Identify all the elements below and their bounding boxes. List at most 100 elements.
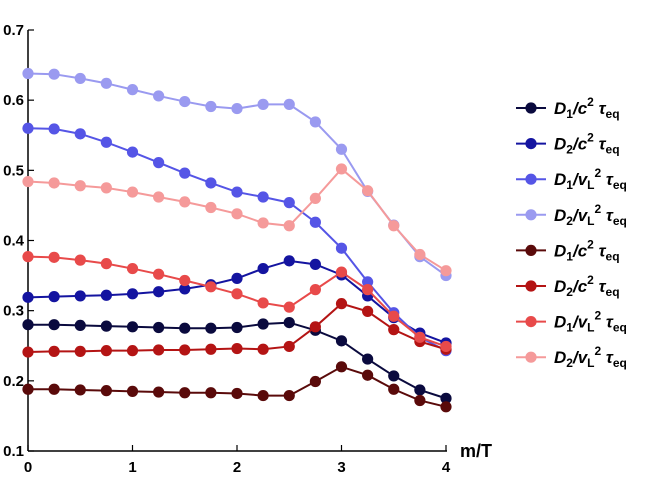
data-point [74, 254, 86, 266]
legend-label-part: eq [606, 249, 620, 263]
legend-marker [525, 351, 537, 363]
data-point [440, 392, 452, 404]
series-2 [22, 255, 452, 349]
legend-label-part: 1 [566, 107, 573, 121]
legend-label-part: 2 [587, 273, 594, 287]
data-point [179, 283, 191, 295]
legend-label-part: 2 [566, 285, 573, 299]
data-point [100, 345, 112, 357]
legend-label-part: D [554, 170, 566, 189]
data-point [126, 84, 139, 96]
data-point [309, 216, 321, 228]
data-point [414, 248, 426, 261]
legend-label-part: 1 [566, 178, 573, 192]
data-point [362, 353, 374, 365]
legend-label-part: D [554, 348, 566, 367]
legend-label-part: L [587, 356, 594, 370]
data-point [205, 281, 217, 293]
y-tick-label: 0.5 [3, 162, 24, 179]
legend-item: D1/c2 τeq [516, 95, 620, 121]
data-point [48, 177, 60, 189]
data-point [335, 242, 348, 254]
legend-marker [525, 316, 537, 328]
legend-label-part: 2 [587, 131, 594, 145]
data-point [257, 343, 269, 355]
data-point [283, 340, 295, 353]
data-point [126, 146, 139, 158]
data-point [205, 201, 217, 214]
data-point [126, 186, 139, 198]
data-point [283, 301, 295, 313]
data-point [335, 163, 348, 175]
x-tick-label: 1 [128, 459, 136, 476]
legend-label-part: 1 [566, 321, 573, 335]
data-point [100, 182, 112, 194]
data-point [22, 319, 34, 331]
data-point [283, 255, 295, 267]
y-tick-label: 0.3 [3, 303, 24, 320]
legend-label-part: 2 [595, 309, 602, 323]
data-point [309, 284, 321, 296]
data-point [414, 384, 426, 396]
legend-label-part: eq [613, 214, 627, 228]
data-point [309, 375, 321, 388]
series-5 [22, 361, 452, 413]
data-point [414, 394, 426, 407]
data-point [231, 208, 243, 220]
data-point [74, 384, 86, 396]
legend-label-part: /c [572, 135, 588, 154]
data-point [74, 180, 86, 192]
series-7 [22, 251, 452, 353]
data-point [362, 276, 374, 288]
series-line [28, 365, 447, 408]
axes [27, 30, 447, 452]
data-point [388, 383, 400, 395]
legend-label-part: 2 [595, 344, 602, 358]
data-point [283, 98, 295, 110]
data-point [231, 288, 243, 300]
data-point [335, 266, 348, 278]
data-point [179, 322, 191, 334]
legend-marker [525, 138, 537, 150]
data-point [231, 272, 243, 284]
legend-label-part: 1 [566, 249, 573, 263]
data-point [48, 123, 60, 135]
legend-marker [525, 102, 537, 114]
data-point [48, 291, 60, 303]
data-point [388, 324, 400, 336]
legend-label-part: 2 [566, 143, 573, 157]
data-point [100, 385, 112, 397]
data-point [231, 186, 243, 198]
data-point [179, 274, 191, 287]
legend-label-part: τ [601, 348, 614, 367]
y-tick-label: 0.6 [3, 92, 24, 109]
series-line [27, 127, 447, 352]
legend-label: D2/vL2 τeq [554, 202, 627, 228]
legend-label-part: L [587, 321, 594, 335]
legend-marker [525, 173, 537, 185]
data-point [231, 321, 243, 334]
data-point [309, 321, 321, 333]
legend-label-part: τ [601, 206, 614, 225]
data-point [153, 386, 165, 398]
y-tick-label: 0.1 [3, 443, 24, 460]
data-point [309, 116, 321, 128]
legend-label-part: τ [594, 135, 607, 154]
legend-label-part: τ [594, 277, 607, 296]
data-point [22, 175, 34, 188]
legend-label: D2/c2 τeq [554, 131, 620, 157]
y-tick-label: 0.4 [3, 233, 25, 250]
legend-item: D2/c2 τeq [516, 131, 620, 157]
data-point [153, 90, 165, 102]
legend-label-part: 2 [595, 202, 602, 216]
data-point [414, 331, 426, 343]
data-point [48, 319, 60, 331]
series-1 [22, 316, 452, 404]
data-point [388, 370, 400, 382]
data-point [100, 258, 112, 270]
legend-label: D2/c2 τeq [554, 273, 620, 299]
legend-label: D1/vL2 τeq [554, 309, 627, 335]
legend-label-part: 2 [595, 166, 602, 180]
x-axis-title: m/T [460, 441, 492, 461]
